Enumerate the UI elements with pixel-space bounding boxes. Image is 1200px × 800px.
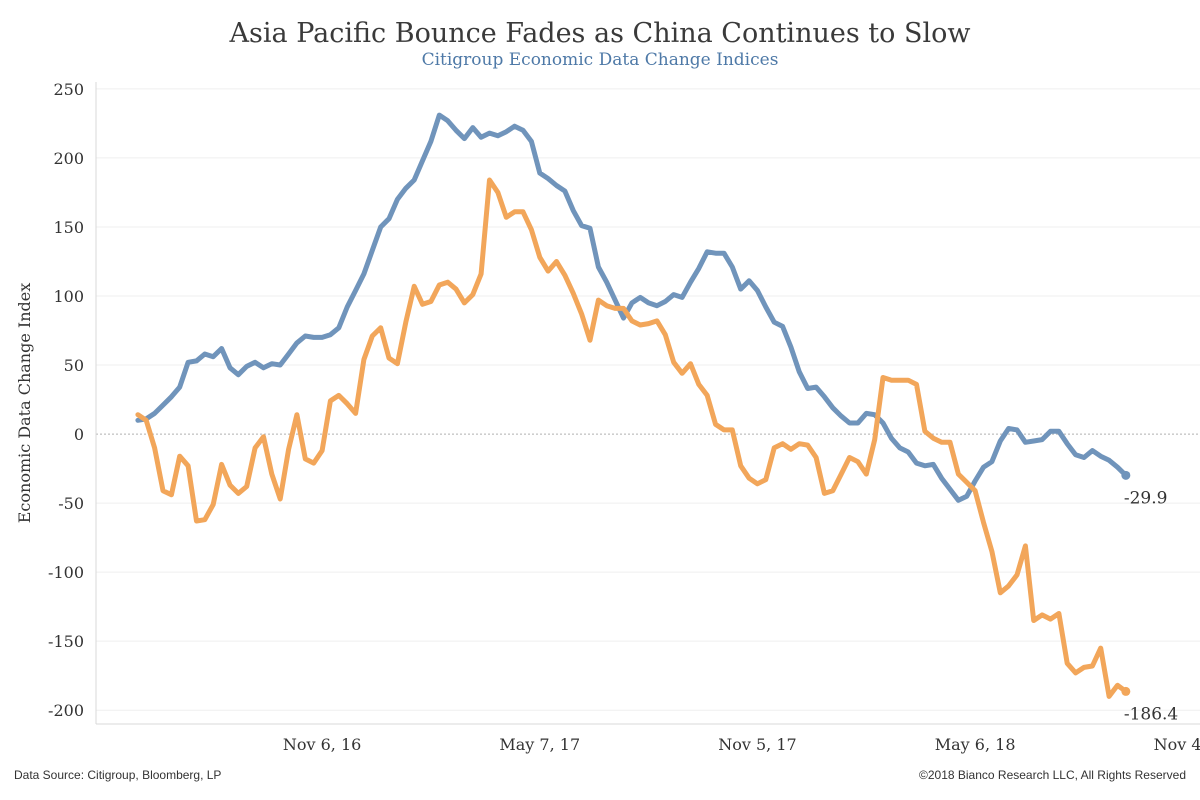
y-tick-label: -100	[48, 563, 84, 582]
end-value-label: -29.9	[1124, 488, 1168, 508]
y-tick-label: -150	[48, 632, 84, 651]
x-tick-label: May 7, 17	[499, 735, 580, 754]
x-tick-label: Nov 4, 18	[1154, 735, 1200, 754]
data-source-note: Data Source: Citigroup, Bloomberg, LP	[14, 768, 222, 782]
end-labels: -29.9 -186.4	[1124, 488, 1178, 724]
y-tick-label: -50	[58, 494, 84, 513]
copyright-note: ©2018 Bianco Research LLC, All Rights Re…	[919, 768, 1186, 782]
x-tick-label: May 6, 18	[935, 735, 1016, 754]
y-tick-label: 250	[53, 80, 84, 99]
y-tick-label: 50	[64, 356, 84, 375]
x-tick-labels: Nov 6, 16 May 7, 17 Nov 5, 17 May 6, 18 Nov …	[283, 735, 1200, 754]
y-tick-label: 200	[53, 149, 84, 168]
series-end-point	[1121, 470, 1131, 480]
chart-title: Asia Pacific Bounce Fades as China Conti…	[229, 18, 971, 49]
x-tick-label: Nov 5, 17	[718, 735, 796, 754]
end-value-label: -186.4	[1124, 704, 1178, 724]
y-axis-label: Economic Data Change Index	[15, 283, 34, 524]
series-lines	[135, 112, 1131, 699]
y-tick-label: 150	[53, 218, 84, 237]
x-tick-label: Nov 6, 16	[283, 735, 361, 754]
chart-subtitle: Citigroup Economic Data Change Indices	[421, 50, 779, 70]
blue-series-line	[135, 112, 1129, 503]
y-tick-label: 100	[53, 287, 84, 306]
y-tick-label: -200	[48, 701, 84, 720]
y-tick-labels: 250 200 150 100 50 0 -50 -100 -150 -200	[48, 80, 84, 720]
y-tick-label: 0	[74, 425, 84, 444]
orange-series-line	[135, 177, 1129, 699]
series-end-point	[1121, 686, 1131, 696]
